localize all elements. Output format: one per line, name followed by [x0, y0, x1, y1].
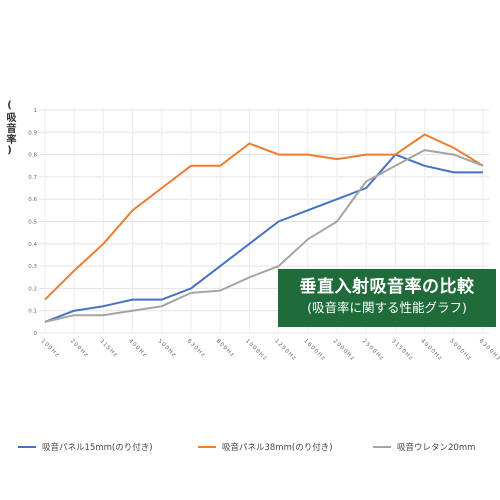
legend-item-urethane-20mm: 吸音ウレタン20mm — [373, 440, 475, 454]
y-tick-label: 1 — [34, 108, 38, 114]
x-tick-label: 3150Hz — [390, 338, 414, 362]
x-tick-label: 200Hz — [69, 338, 90, 359]
y-tick-label: 0.4 — [28, 242, 37, 248]
y-tick-labels: 0 0.1 0.2 0.3 0.4 0.5 0.6 0.7 0.8 0.9 1 — [28, 108, 37, 337]
x-tick-label: 1000Hz — [244, 338, 268, 362]
x-tick-label: 1250Hz — [273, 338, 297, 362]
y-tick-label: 0.2 — [28, 286, 37, 292]
series-line-0 — [44, 153, 483, 323]
x-tick-label: 1600Hz — [302, 338, 326, 362]
legend: 吸音パネル15mm(のり付き) 吸音パネル38mm(のり付き) 吸音ウレタン20… — [18, 440, 498, 454]
y-axis-label: (吸音率) — [4, 100, 15, 157]
y-tick-label: 0 — [34, 331, 38, 337]
x-tick-label: 2500Hz — [361, 338, 385, 362]
series-line-2 — [44, 149, 484, 323]
x-tick-label: 630Hz — [186, 338, 207, 359]
y-tick-label: 0.6 — [28, 197, 37, 203]
x-tick-labels: 100Hz 200Hz 315Hz 400Hz 500Hz 630Hz 800Hz 1000H… — [40, 338, 500, 362]
y-tick-label: 0.1 — [28, 309, 37, 315]
series-lines — [44, 133, 484, 323]
y-tick-label: 0.7 — [28, 175, 37, 181]
legend-swatch-blue — [18, 445, 36, 449]
x-tick-label: 500Hz — [156, 338, 177, 359]
chart-title: 垂直入射吸音率の比較 — [299, 277, 475, 297]
x-tick-label: 2000Hz — [332, 338, 356, 362]
x-tick-label: 315Hz — [98, 338, 119, 359]
legend-item-panel-38mm: 吸音パネル38mm(のり付き) — [198, 440, 333, 454]
chart-subtitle: (吸音率に関する性能グラフ) — [307, 300, 467, 315]
legend-label: 吸音パネル38mm(のり付き) — [222, 443, 333, 453]
x-tick-label: 800Hz — [215, 338, 236, 359]
x-tick-label: 4000Hz — [419, 338, 443, 362]
y-axis-label-container: (吸音率) — [2, 100, 16, 180]
x-tick-label: 6300Hz — [478, 338, 500, 362]
y-tick-label: 0.9 — [28, 130, 37, 136]
y-tick-label: 0.8 — [28, 153, 37, 159]
legend-label: 吸音ウレタン20mm — [397, 443, 476, 453]
x-tick-label: 5000Hz — [448, 338, 472, 362]
y-tick-label: 0.5 — [28, 220, 37, 226]
y-tick-label: 0.3 — [28, 264, 37, 270]
title-badge: 垂直入射吸音率の比較 (吸音率に関する性能グラフ) — [278, 269, 496, 327]
x-tick-label: 100Hz — [40, 338, 61, 359]
legend-label: 吸音パネル15mm(のり付き) — [42, 443, 153, 453]
series-line-1 — [44, 133, 484, 301]
legend-item-panel-15mm: 吸音パネル15mm(のり付き) — [18, 440, 153, 454]
legend-swatch-gray — [373, 445, 391, 449]
legend-swatch-orange — [198, 445, 216, 449]
x-tick-label: 400Hz — [127, 338, 148, 359]
